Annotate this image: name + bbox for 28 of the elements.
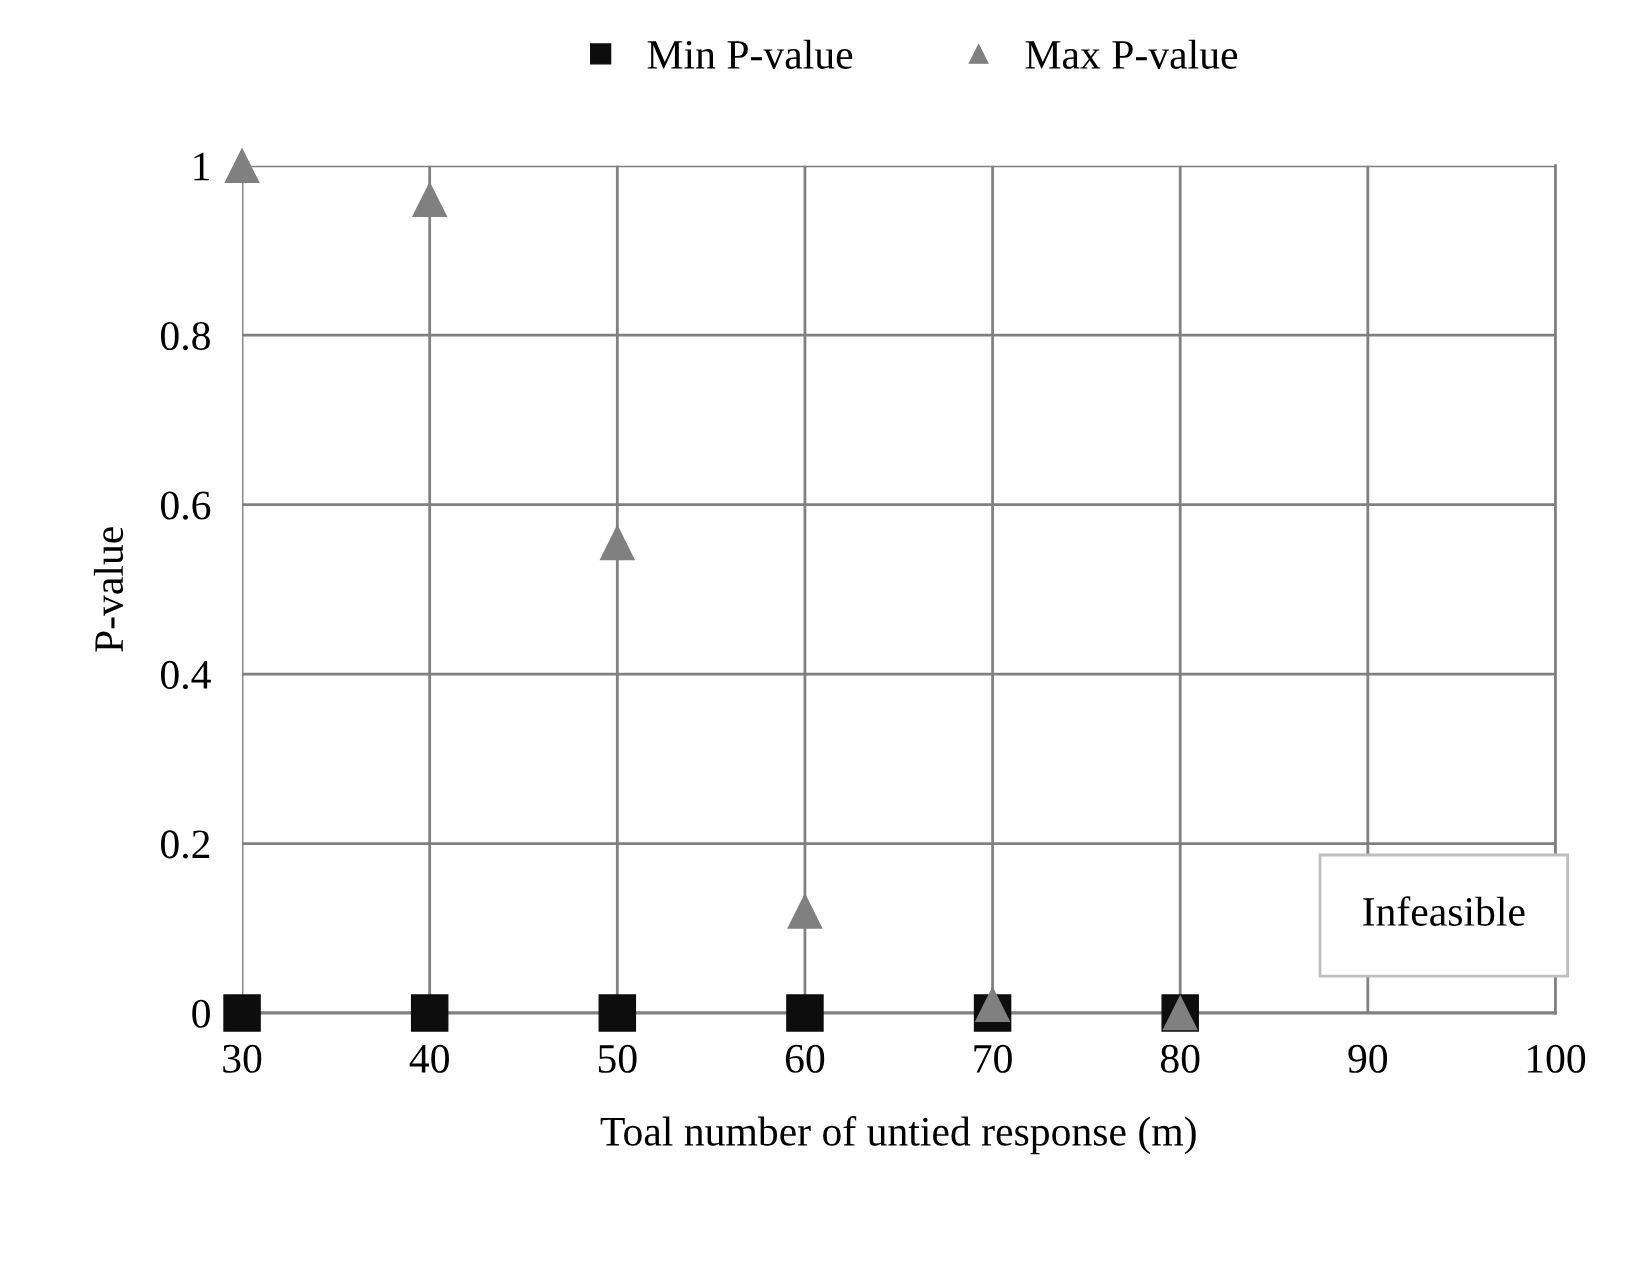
y-tick-label: 0.2 — [161, 830, 210, 859]
x-tick-label: 50 — [598, 1044, 637, 1073]
x-tick-label: 60 — [785, 1044, 825, 1073]
x-tick-label: 80 — [1160, 1044, 1200, 1073]
point — [975, 987, 1010, 1022]
x-axis-title: Toal number of untied response (m) — [600, 1116, 1196, 1155]
point — [599, 525, 635, 561]
point — [598, 994, 637, 1032]
point — [786, 994, 824, 1032]
annotation: Infeasible — [1363, 896, 1525, 926]
legend-label: Min P-value — [647, 39, 853, 69]
legend-label: Max P-value — [1025, 39, 1238, 69]
point — [787, 893, 823, 929]
y-tick-label: 0.8 — [161, 321, 210, 351]
x-tick-label: 90 — [1348, 1044, 1388, 1073]
y-tick-label: 0.4 — [161, 660, 211, 690]
point — [224, 148, 260, 184]
x-tick-label: 100 — [1527, 1044, 1586, 1073]
point — [412, 182, 448, 218]
y-tick-label: 0.6 — [161, 491, 211, 520]
point — [223, 994, 261, 1032]
x-tick-label: 40 — [409, 1044, 449, 1073]
x-tick-label: 70 — [974, 1044, 1012, 1073]
y-axis-title: P-value — [93, 527, 124, 652]
y-tick-label: 1 — [194, 152, 209, 181]
x-tick-label: 30 — [223, 1044, 262, 1073]
y-tick-label: 0 — [192, 999, 210, 1028]
point — [410, 994, 449, 1032]
